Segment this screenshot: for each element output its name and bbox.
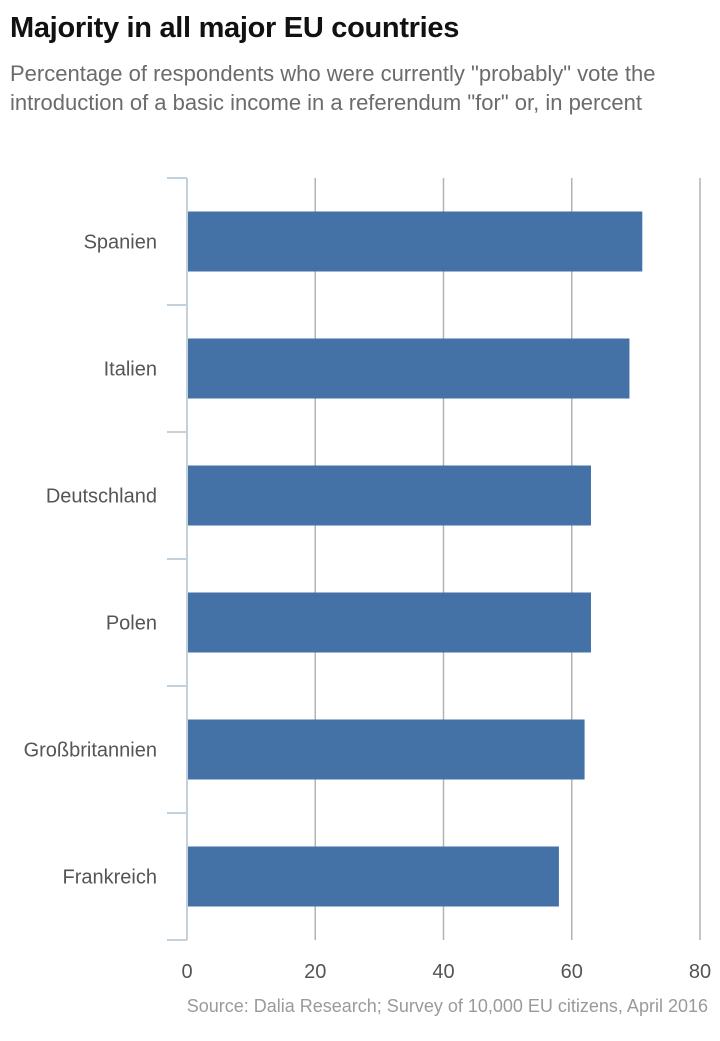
bar-großbritannien <box>187 719 585 780</box>
x-tick-label-80: 80 <box>689 961 711 983</box>
x-tick-label-40: 40 <box>432 961 454 983</box>
chart-title: Majority in all major EU countries <box>10 12 460 44</box>
source-note: Source: Dalia Research; Survey of 10,000… <box>186 996 708 1016</box>
category-label-deutschland: Deutschland <box>46 486 157 508</box>
category-label-frankreich: Frankreich <box>63 867 157 889</box>
bar-spanien <box>187 211 643 272</box>
chart-subtitle: Percentage of respondents who were curre… <box>10 61 656 115</box>
x-tick-label-20: 20 <box>304 961 326 983</box>
bar-deutschland <box>187 465 591 526</box>
x-tick-label-60: 60 <box>561 961 583 983</box>
bar-frankreich <box>187 846 559 907</box>
category-label-italien: Italien <box>104 359 157 381</box>
category-label-polen: Polen <box>106 613 157 635</box>
bar-italien <box>187 338 630 399</box>
category-label-großbritannien: Großbritannien <box>24 740 157 762</box>
bar-polen <box>187 592 591 653</box>
category-label-spanien: Spanien <box>84 232 157 254</box>
x-tick-label-0: 0 <box>181 961 192 983</box>
bar-chart: Spanien Italien Deutschland Polen Großbritan… <box>24 177 711 983</box>
